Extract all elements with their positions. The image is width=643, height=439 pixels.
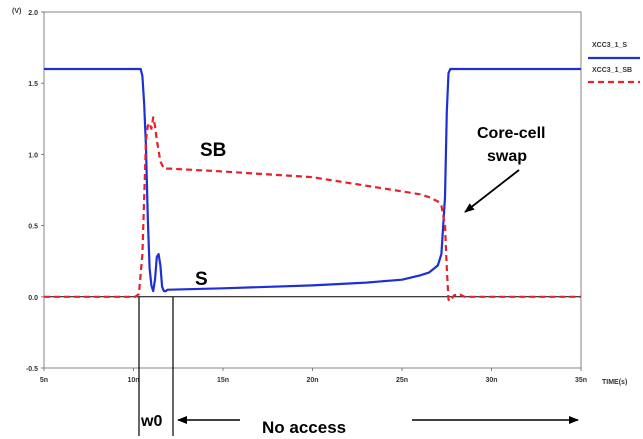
- plot-frame: [43, 11, 582, 369]
- legend-label-sb: XCC3_1_SB: [592, 67, 632, 74]
- y-axis-unit-label: (V): [12, 8, 21, 15]
- y-tick-label: -0.5: [26, 366, 38, 373]
- core-cell-swap-arrow: [464, 169, 520, 213]
- x-tick-label: 15n: [217, 377, 229, 384]
- x-tick-label: 35n: [575, 377, 587, 384]
- x-tick-label: 5n: [40, 377, 48, 384]
- x-tick-label: 30n: [485, 377, 497, 384]
- annotation-sb: SB: [200, 140, 226, 161]
- x-tick-label: 20n: [306, 377, 318, 384]
- x-axis-label: TIME(s): [602, 379, 627, 386]
- legend-label-s: XCC3_1_S: [592, 42, 627, 49]
- x-tick-label: 10n: [127, 377, 139, 384]
- annotation-s: S: [195, 269, 208, 290]
- legend: XCC3_1_S XCC3_1_SB: [588, 42, 640, 84]
- y-tick-label: 1.0: [28, 152, 38, 159]
- annotation-w0: w0: [140, 413, 162, 430]
- y-tick-label: 2.0: [28, 10, 38, 17]
- annotation-swap: swap: [487, 148, 527, 165]
- y-tick-label: 0.5: [28, 224, 38, 231]
- y-tick-label: 0.0: [28, 295, 38, 302]
- series-line-s: [44, 67, 581, 293]
- x-tick-label: 25n: [396, 377, 408, 384]
- series-line-sb: [44, 116, 581, 303]
- annotation-core-cell: Core-cell: [477, 125, 545, 142]
- annotation-no-access: No access: [262, 418, 346, 437]
- y-tick-label: 1.5: [28, 81, 38, 88]
